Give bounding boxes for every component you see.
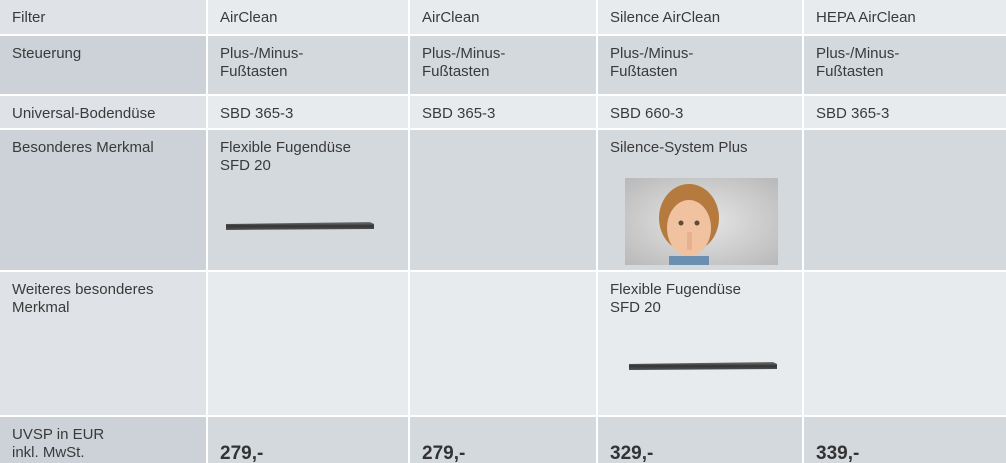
row-header-cell: Steuerung (0, 36, 206, 94)
table-cell: Plus-/Minus- Fußtasten (804, 36, 1006, 94)
table-cell: HEPA AirClean (804, 0, 1006, 34)
row-header-cell: Filter (0, 0, 206, 34)
table-cell: 279,- (208, 417, 408, 463)
row-header-cell: UVSP in EUR inkl. MwSt. (0, 417, 206, 463)
table-cell: Plus-/Minus- Fußtasten (598, 36, 802, 94)
table-cell: SBD 365-3 (410, 96, 596, 128)
table-grid: FilterAirCleanAirCleanSilence AirCleanHE… (0, 0, 1006, 463)
table-cell (410, 272, 596, 415)
table-cell: 329,- (598, 417, 802, 463)
table-cell (804, 272, 1006, 415)
comparison-table: FilterAirCleanAirCleanSilence AirCleanHE… (0, 0, 1006, 463)
table-cell: Plus-/Minus- Fußtasten (410, 36, 596, 94)
table-cell: Flexible Fugendüse SFD 20 (598, 272, 802, 415)
nozzle-image (224, 219, 376, 233)
price: 279,- (422, 445, 465, 463)
table-cell: SBD 365-3 (804, 96, 1006, 128)
table-cell: AirClean (410, 0, 596, 34)
price: 339,- (816, 445, 859, 463)
table-cell: 279,- (410, 417, 596, 463)
table-cell: 339,- (804, 417, 1006, 463)
price: 279,- (220, 445, 263, 463)
table-cell: SBD 365-3 (208, 96, 408, 128)
table-cell (410, 130, 596, 270)
table-cell: AirClean (208, 0, 408, 34)
table-cell: Plus-/Minus- Fußtasten (208, 36, 408, 94)
price: 329,- (610, 445, 653, 463)
nozzle-image (627, 359, 779, 373)
row-header-cell: Besonderes Merkmal (0, 130, 206, 270)
table-cell: Silence AirClean (598, 0, 802, 34)
child-photo (625, 178, 778, 265)
table-cell: SBD 660-3 (598, 96, 802, 128)
table-cell (208, 272, 408, 415)
row-header-cell: Universal-Bodendüse (0, 96, 206, 128)
table-cell: Flexible Fugendüse SFD 20 (208, 130, 408, 270)
row-header-cell: Weiteres besonderes Merkmal (0, 272, 206, 415)
table-cell (804, 130, 1006, 270)
